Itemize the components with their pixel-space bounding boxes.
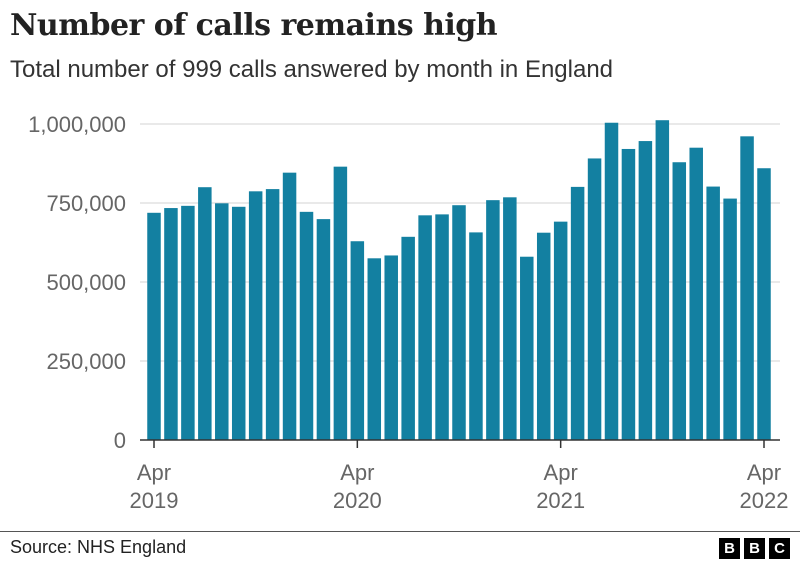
bar	[231, 206, 246, 440]
bar	[740, 136, 754, 440]
bar	[198, 187, 212, 440]
bar	[723, 198, 737, 440]
bar	[215, 203, 229, 440]
bar-chart: 0 250,000 500,000 750,000 1,000,000 Apr 2019 Ap…	[28, 112, 789, 513]
bar	[164, 208, 178, 440]
x-tick-label-month: Apr	[340, 460, 374, 485]
bar	[350, 241, 365, 440]
bbc-logo: B B C	[719, 538, 790, 559]
bar	[689, 147, 703, 440]
bar	[248, 191, 263, 440]
x-tick-label-year: 2022	[740, 488, 789, 513]
y-tick-label: 500,000	[46, 270, 126, 295]
bar	[655, 120, 670, 440]
x-tick-label-month: Apr	[137, 460, 171, 485]
bar	[401, 236, 415, 440]
chart-subtitle: Total number of 999 calls answered by mo…	[10, 56, 614, 83]
x-tick-label-year: 2021	[536, 488, 585, 513]
x-tick-label-month: Apr	[544, 460, 578, 485]
bar	[553, 221, 568, 440]
bar	[282, 172, 297, 440]
bar	[367, 258, 382, 440]
bar	[316, 219, 331, 440]
bar	[333, 166, 348, 440]
x-tick-label-year: 2020	[333, 488, 382, 513]
footer-divider	[0, 531, 800, 532]
bar	[503, 197, 517, 440]
bar	[435, 214, 449, 440]
bar	[638, 141, 653, 440]
bbc-logo-letter: C	[769, 538, 790, 559]
bar	[452, 205, 466, 440]
bar	[757, 168, 771, 441]
y-tick-label: 750,000	[46, 191, 126, 216]
bar	[147, 212, 161, 440]
bar	[604, 122, 619, 441]
bar	[265, 189, 280, 440]
bar	[570, 186, 585, 440]
x-tick-label-year: 2019	[130, 488, 179, 513]
bar	[536, 232, 551, 440]
bar	[384, 255, 398, 440]
bar	[621, 148, 636, 441]
y-tick-label: 1,000,000	[28, 112, 126, 137]
chart-title: Number of calls remains high	[10, 8, 498, 43]
x-tick-label-month: Apr	[747, 460, 781, 485]
bbc-logo-letter: B	[719, 538, 740, 559]
y-tick-label: 0	[114, 428, 126, 453]
y-tick-label: 250,000	[46, 349, 126, 374]
bar	[299, 211, 314, 440]
bar	[520, 256, 534, 440]
bbc-logo-letter: B	[744, 538, 765, 559]
bar	[706, 186, 720, 440]
bar	[672, 162, 687, 440]
bar	[486, 200, 500, 440]
bar	[587, 158, 602, 440]
bar	[418, 215, 432, 440]
bar	[469, 232, 483, 440]
source-note: Source: NHS England	[10, 537, 187, 557]
bar	[181, 205, 195, 440]
